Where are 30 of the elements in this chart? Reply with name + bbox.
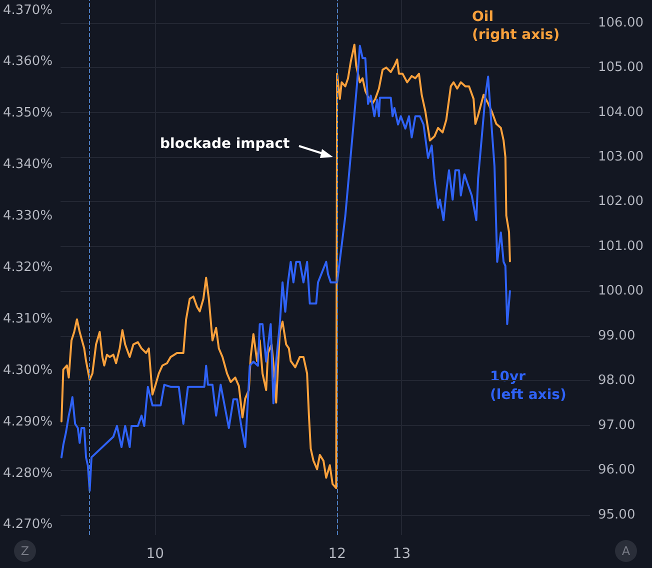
y2-tick-label: 101.00 xyxy=(598,238,644,254)
y2-tick-label: 99.00 xyxy=(598,328,636,344)
y2-tick-label: 98.00 xyxy=(598,373,636,388)
y2-tick-label: 106.00 xyxy=(598,15,644,30)
y-tick-label: 4.280% xyxy=(2,466,53,481)
y2-tick-label: 100.00 xyxy=(598,284,644,299)
y2-tick-label: 97.00 xyxy=(598,418,636,433)
text: A xyxy=(615,540,637,562)
y2-tick-label: 96.00 xyxy=(598,462,636,478)
y-tick-label: 4.360% xyxy=(2,54,53,70)
y-tick-label: 4.350% xyxy=(2,106,53,121)
y-tick-label: 4.310% xyxy=(2,311,53,326)
annotation: blockade impact xyxy=(160,136,290,152)
y2-tick-label: 103.00 xyxy=(598,150,644,165)
x-tick-label: 13 xyxy=(392,546,411,562)
y-tick-label: 4.290% xyxy=(2,414,53,430)
x-tick-label: 12 xyxy=(328,546,346,562)
y2-tick-label: 104.00 xyxy=(598,104,644,120)
text: Oil (right axis) xyxy=(472,9,560,43)
y-tick-label: 4.330% xyxy=(2,208,53,224)
y-tick-label: 4.270% xyxy=(2,517,53,532)
y2-tick-label: 105.00 xyxy=(598,60,644,76)
y-tick-label: 4.300% xyxy=(2,362,53,378)
text: Z xyxy=(14,540,36,562)
y-tick-label: 4.340% xyxy=(2,157,53,172)
y2-tick-label: 95.00 xyxy=(598,507,636,522)
x-tick-label: 10 xyxy=(146,546,164,562)
y2-tick-label: 102.00 xyxy=(598,194,644,210)
y-tick-label: 4.320% xyxy=(2,260,53,275)
y-tick-label: 4.370% xyxy=(2,2,53,18)
